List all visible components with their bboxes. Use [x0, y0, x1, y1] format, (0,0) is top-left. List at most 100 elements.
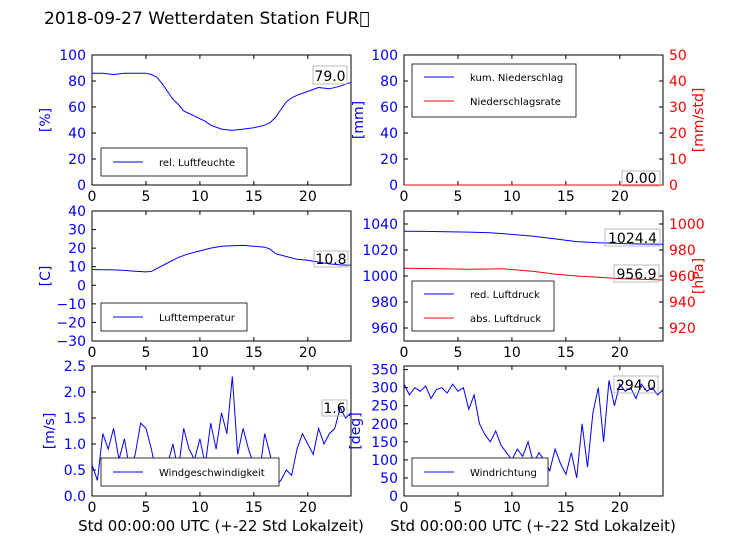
y-tick-label: 2.5 [64, 359, 86, 375]
legend: Windrichtung [411, 457, 549, 487]
legend-box [411, 63, 577, 118]
x-tick-label: 0 [400, 189, 409, 205]
y-tick-label: 0 [77, 178, 86, 194]
x-tick-label: 20 [611, 345, 629, 361]
legend: kum. Niederschlag Niederschlagsrate [411, 63, 577, 118]
y-tick-label: 40 [68, 204, 86, 220]
x-tick-label: 0 [400, 500, 409, 516]
y-axis-label-right: [mm/std] [691, 88, 707, 153]
y-tick-label: 200 [371, 417, 398, 433]
y-tick-label: 0 [389, 489, 398, 505]
y-tick-label: 1020 [362, 243, 398, 259]
y-tick-label: 20 [68, 152, 86, 168]
x-tick-label: 5 [453, 345, 462, 361]
y-tick-label: 40 [380, 126, 398, 142]
x-tick-label: 10 [191, 345, 209, 361]
x-tick-label: 15 [245, 345, 263, 361]
x-tick-label: 5 [453, 189, 462, 205]
y-tick-label: 1000 [362, 269, 398, 285]
y-tick-label: 250 [371, 399, 398, 415]
x-axis-label-left: Std 00:00:00 UTC (+-22 Std Lokalzeit) [78, 517, 364, 535]
value-annotation-box [604, 228, 661, 247]
legend: rel. Luftfeuchte [100, 147, 248, 177]
value-annotation: 0.00 [625, 171, 656, 187]
y-tick-label: 20 [68, 241, 86, 257]
legend: red. Luftdruck abs. Luftdruck [411, 280, 555, 332]
y-tick-label: 1.0 [64, 437, 86, 453]
y-tick-label: −20 [56, 315, 86, 331]
value-annotation: 956.9 [616, 267, 656, 283]
y-axis-label: [m/s] [42, 413, 58, 450]
y-tick-label: 40 [68, 126, 86, 142]
value-annotation: 1.6 [323, 401, 345, 417]
y-tick-label: 1040 [362, 217, 398, 233]
series-line-1 [91, 376, 352, 487]
legend: Windgeschwindigkeit [100, 457, 280, 487]
y-tick-label-right: 0 [669, 178, 678, 194]
y-tick-label: 10 [68, 260, 86, 276]
legend-label: red. Luftdruck [470, 290, 540, 301]
value-annotation-box [613, 264, 660, 283]
axes-frame [403, 365, 664, 497]
x-tick-label: 5 [141, 500, 150, 516]
x-tick-label: 15 [245, 189, 263, 205]
y-tick-label: 0.0 [64, 489, 86, 505]
y-tick-label: 20 [380, 152, 398, 168]
legend-label: Lufttemperatur [159, 313, 236, 324]
axes-frame [91, 54, 352, 186]
panel-precip: 0 5 10 15 20 0 20 40 60 80 100 [mm] 0 10 20 30 40 50 [mm/s… [351, 48, 707, 205]
x-tick-label: 5 [141, 345, 150, 361]
x-tick-label: 15 [245, 500, 263, 516]
y-tick-label: 1.5 [64, 411, 86, 427]
series-line-1 [91, 244, 352, 273]
panel-pressure: 0 5 10 15 20 960 980 1000 1020 1040 920 940 960 980 10… [362, 210, 707, 361]
y-tick-label-right: 10 [669, 152, 687, 168]
y-tick-label: −30 [56, 334, 86, 350]
x-tick-label: 20 [299, 345, 317, 361]
y-axis-label: [mm] [351, 101, 367, 139]
x-tick-label: 20 [611, 500, 629, 516]
x-axis-label-right: Std 00:00:00 UTC (+-22 Std Lokalzeit) [390, 517, 676, 535]
axes-frame [91, 210, 352, 342]
y-tick-label-right: 50 [669, 48, 687, 64]
y-tick-label: 300 [371, 381, 398, 397]
y-tick-label: 0 [77, 278, 86, 294]
legend-label: rel. Luftfeuchte [159, 158, 235, 169]
x-tick-label: 10 [503, 345, 521, 361]
y-tick-label: 80 [68, 74, 86, 90]
x-tick-label: 0 [88, 500, 97, 516]
y-tick-label: 0 [389, 178, 398, 194]
value-annotation-box [613, 375, 659, 394]
x-tick-label: 5 [141, 189, 150, 205]
series-line-2 [403, 267, 664, 281]
y-tick-label: 350 [371, 363, 398, 379]
y-tick-label: −10 [56, 297, 86, 313]
y-tick-label-right: 20 [669, 126, 687, 142]
y-tick-label-right: 940 [669, 295, 696, 311]
x-tick-label: 20 [611, 189, 629, 205]
y-tick-label: 0.5 [64, 463, 86, 479]
x-tick-label: 15 [557, 500, 575, 516]
legend: Lufttemperatur [100, 302, 248, 332]
x-tick-label: 10 [503, 500, 521, 516]
y-axis-label: [deg] [348, 412, 364, 449]
x-tick-label: 0 [88, 345, 97, 361]
axes-frame [91, 365, 352, 497]
y-tick-label: 60 [380, 100, 398, 116]
value-annotation: 79.0 [314, 69, 345, 85]
y-tick-label: 60 [68, 100, 86, 116]
value-annotation-box [321, 399, 348, 417]
y-tick-label: 980 [371, 295, 398, 311]
y-tick-label: 100 [371, 453, 398, 469]
value-annotation-box [312, 65, 348, 85]
x-tick-label: 10 [191, 189, 209, 205]
y-tick-label: 30 [68, 223, 86, 239]
legend-box [411, 280, 555, 332]
y-axis-label-right: [hPa] [691, 258, 707, 294]
y-tick-label: 150 [371, 435, 398, 451]
legend-label: Niederschlagsrate [470, 97, 561, 108]
y-tick-label-right: 30 [669, 100, 687, 116]
y-tick-label-right: 960 [669, 269, 696, 285]
x-tick-label: 10 [191, 500, 209, 516]
